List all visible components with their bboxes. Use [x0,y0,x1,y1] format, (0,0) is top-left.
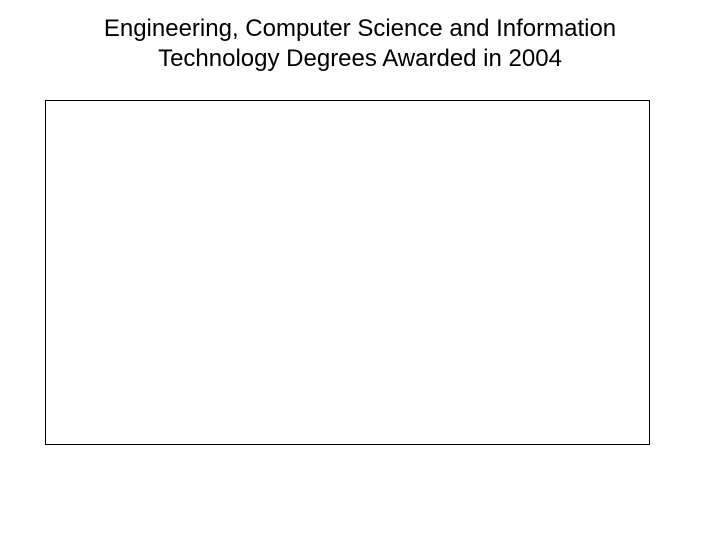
page-title: Engineering, Computer Science and Inform… [50,14,670,74]
chart-placeholder-box [45,100,650,445]
